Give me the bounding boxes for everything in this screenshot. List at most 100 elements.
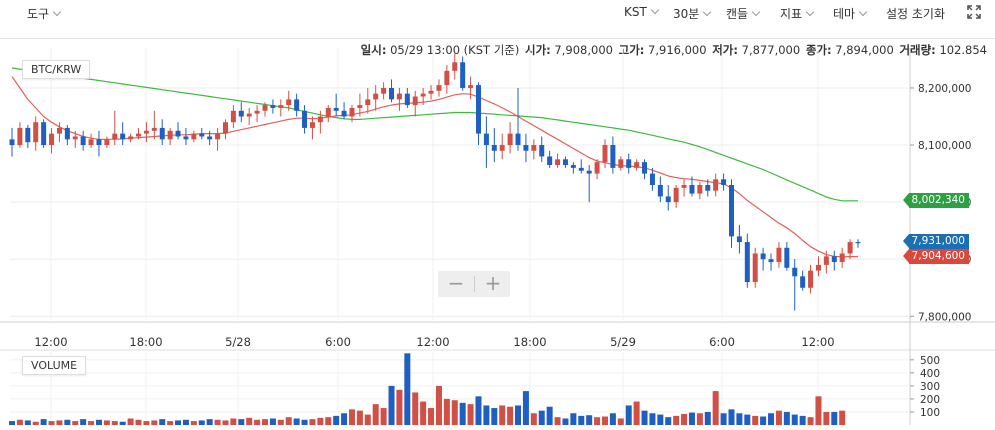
volume-bar [475,396,482,425]
volume-bar [451,400,458,425]
candle-body [721,179,727,185]
candle-body [586,170,592,174]
ma-long-line [11,67,858,202]
zoom-in-button[interactable]: + [484,271,502,295]
candle-body [649,173,655,185]
volume-bar [775,410,782,425]
x-tick-label: 5/29 [610,335,636,349]
volume-bar [64,419,71,425]
candle-body [341,110,347,117]
zoom-out-button[interactable]: − [447,271,465,295]
candle-body [681,185,687,188]
zoom-control: − + [438,271,510,297]
candle-body [412,96,418,106]
volume-bar [791,414,798,425]
volume-label: 거래량: [899,43,936,57]
volume-bar [325,417,332,425]
ma-long-price-tag: 8,002,340 [903,193,969,209]
volume-bar [783,411,790,425]
x-tick-label: 6:00 [709,335,735,349]
open-label: 시가: [525,43,551,57]
volume-bar [641,410,648,425]
candle-body [713,179,719,191]
candle-body [728,185,734,237]
reset-settings-button[interactable]: 설정 초기화 [886,5,945,22]
candle-body [515,133,521,146]
candle-body [325,107,331,117]
indicator-dropdown[interactable]: 지표 [780,5,815,22]
candle-body [199,133,205,137]
volume-bar [760,416,767,425]
chart-type-dropdown[interactable]: 캔들 [726,5,761,22]
candle-body [760,253,766,260]
candle-body [151,127,157,131]
volume-bar [799,415,806,425]
volume-bar [570,413,577,425]
volume-bar [522,391,529,425]
volume-tick-label: 400 [920,368,940,380]
volume-bar [744,414,751,425]
timezone-dropdown[interactable]: KST [624,5,660,19]
volume-tick-label: 500 [920,355,940,367]
volume-bar [483,405,490,425]
volume-bar [768,413,775,425]
candle-body [823,256,829,265]
candle-body [41,122,47,146]
volume-bar [530,413,537,425]
candle-body [808,270,814,288]
volume-bar [459,402,466,425]
candle-body [9,139,15,146]
volume-bar [728,409,735,425]
x-tick-label: 18:00 [513,335,546,349]
chart-toolbar: 도구 KST 30분 캔들 지표 테마 설정 초기화 [0,0,995,28]
volume-bar [815,396,822,425]
candle-body [183,136,189,140]
volume-bar [333,415,340,425]
chart-type-label: 캔들 [726,7,749,21]
volume-bar [16,419,23,425]
low-label: 저가: [712,43,738,57]
volume-bar [736,413,743,425]
close-label: 종가: [805,43,832,57]
timezone-label: KST [624,5,647,19]
volume-bar [238,419,245,425]
volume-bar [420,401,427,425]
candle-body [120,133,126,140]
candle-body [56,127,62,134]
volume-bar [127,418,134,425]
ma-short-price-tag: 7,904,600 [903,249,969,265]
volume-bar [246,417,253,425]
volume-bar [159,419,166,425]
expand-icon[interactable] [967,5,981,19]
volume-bar [546,406,553,425]
candle-body [396,93,402,100]
tools-dropdown[interactable]: 도구 [27,5,62,22]
y-tick-label: 7,800,000 [918,311,971,323]
volume-bar [712,391,719,425]
volume-bar [681,413,688,425]
candle-body [80,136,86,146]
datetime-value: 05/29 13:00 (KST 기준) [390,43,520,57]
candle-body [768,259,774,263]
volume-bar [601,416,608,425]
candle-body [278,105,284,108]
toolbar-divider [0,38,995,39]
volume-bar [665,417,672,425]
candle-body [460,62,466,88]
candle-body [262,105,268,111]
ohlc-info: 일시: 05/29 13:00 (KST 기준) 시가: 7,908,000 고… [361,42,989,58]
candle-body [618,159,624,168]
candle-body [776,247,782,263]
volume-bar [182,419,189,425]
x-tick-label: 12:00 [801,335,834,349]
x-tick-label: 12:00 [34,335,67,349]
theme-dropdown[interactable]: 테마 [833,5,868,22]
volume-bar [388,385,395,425]
candle-body [286,99,292,106]
volume-bar [317,417,324,425]
candle-body [404,93,410,106]
interval-dropdown[interactable]: 30분 [673,5,712,22]
candle-body [523,145,529,151]
volume-bar [341,413,348,425]
